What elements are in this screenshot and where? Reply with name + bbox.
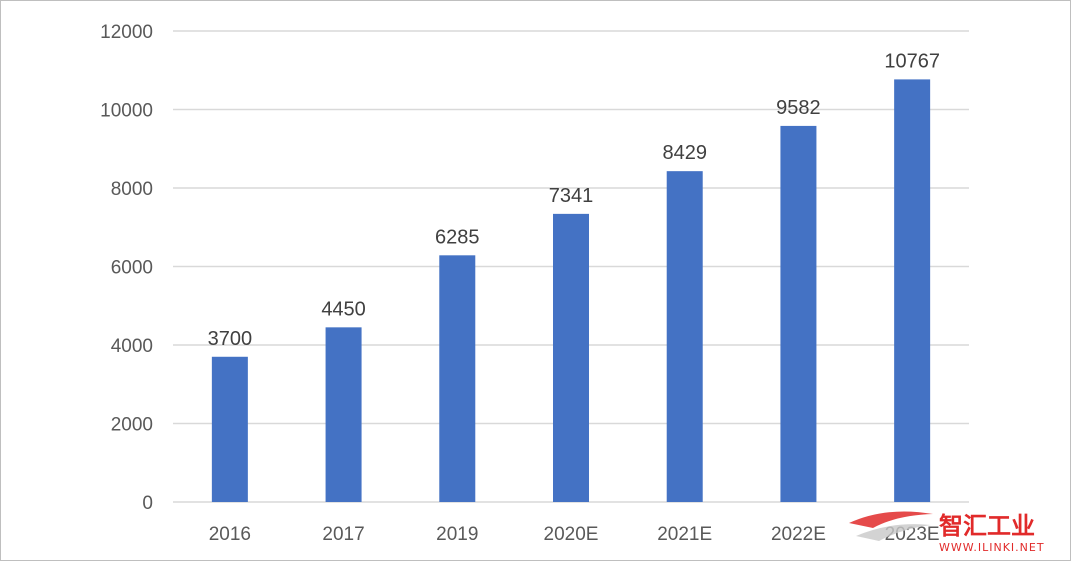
y-tick-label: 4000 <box>111 336 153 357</box>
data-label-2016: 3700 <box>208 328 253 350</box>
bars <box>211 79 931 503</box>
data-label-2022E: 9582 <box>776 97 821 119</box>
watermark-swoosh-icon <box>849 511 933 528</box>
watermark: 智汇工业 WWW.ILINKI.NET <box>849 511 1045 554</box>
y-tick-label: 6000 <box>111 258 153 279</box>
x-tick-label: 2016 <box>209 524 251 545</box>
watermark-brand: 智汇工业 <box>939 512 1035 540</box>
data-label-2021E: 8429 <box>662 142 707 164</box>
bar-2021E <box>666 171 703 502</box>
y-tick-label: 10000 <box>100 101 153 122</box>
data-label-2020E: 7341 <box>549 185 594 207</box>
watermark-url: WWW.ILINKI.NET <box>939 541 1045 554</box>
x-tick-label: 2022E <box>771 524 826 545</box>
watermark-swoosh-gray-icon <box>856 524 931 541</box>
bar-2016 <box>211 356 248 502</box>
y-tick-label: 12000 <box>100 22 153 43</box>
bar-2020E <box>553 213 589 502</box>
x-axis-ticks: 2016 2017 2019 2020E 2021E 2022E 2023E <box>209 524 940 545</box>
x-tick-label: 2017 <box>322 524 364 545</box>
y-axis-ticks: 0 2000 4000 6000 8000 10000 12000 <box>100 22 153 514</box>
x-tick-label: 2019 <box>436 524 478 545</box>
data-labels: 3700 4450 6285 7341 8429 9582 10767 <box>208 50 940 349</box>
bar-2019 <box>439 255 476 502</box>
y-tick-label: 2000 <box>111 415 153 436</box>
x-tick-label: 2021E <box>657 524 712 545</box>
x-tick-label: 2020E <box>544 524 599 545</box>
data-label-2019: 6285 <box>435 226 480 248</box>
data-label-2023E: 10767 <box>884 50 940 72</box>
bar-2017 <box>325 327 362 502</box>
data-label-2017: 4450 <box>321 298 366 320</box>
y-tick-label: 0 <box>142 493 153 514</box>
bar-2023E <box>894 79 931 502</box>
bar-2022E <box>780 125 817 503</box>
y-tick-label: 8000 <box>111 179 153 200</box>
